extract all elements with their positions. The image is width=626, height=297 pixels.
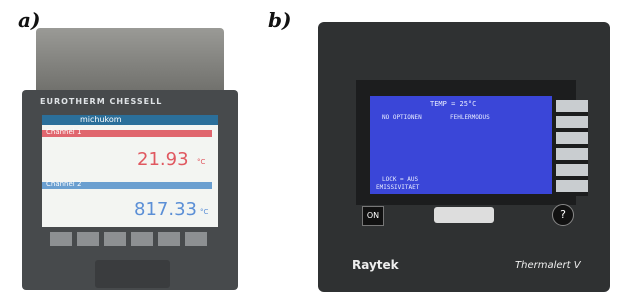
brand: Raytek (352, 258, 399, 272)
page: a) b) EUROTHERM CHESSELL michukom Channe… (0, 0, 626, 297)
logo-plate (434, 207, 494, 223)
header-text: TEMP = 25°C (430, 100, 476, 108)
button: ? (552, 204, 574, 226)
unit: °C (200, 208, 208, 216)
unit: °C (197, 158, 205, 166)
soft-keys (556, 100, 588, 196)
brand: EUROTHERM CHESSELL (40, 97, 162, 106)
button: ON (362, 206, 384, 226)
screen: TEMP = 25°C NO OPTIONEN FEHLERMODUS LOCK… (370, 96, 552, 194)
screen: michukom Channel 1 21.93 °C Channel 2 81… (42, 115, 218, 227)
channel-name: Channel 1 (46, 128, 81, 136)
header-text: michukom (80, 115, 122, 124)
reading: 817.33 (134, 199, 197, 220)
screen-line: EMISSIVITAET (376, 184, 419, 191)
device-top (36, 28, 224, 98)
keypad (50, 232, 210, 246)
screen-line: FEHLERMODUS (450, 114, 490, 121)
reading: 21.93 (137, 149, 189, 170)
screen-line: NO OPTIONEN (382, 114, 422, 121)
channel-name: Channel 2 (46, 180, 81, 188)
panel-label: b) (268, 8, 291, 32)
screen-line: LOCK = AUS (382, 176, 418, 183)
screen-header (42, 115, 218, 125)
handle (95, 260, 170, 288)
model: Thermalert V (515, 260, 581, 271)
